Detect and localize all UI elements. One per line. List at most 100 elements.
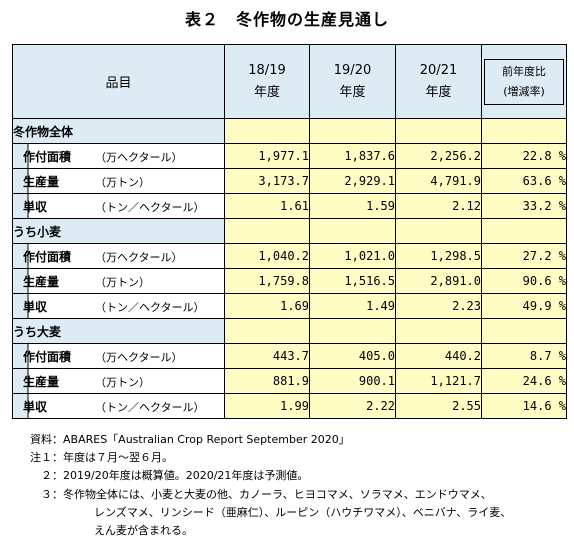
note-2: ２：2019/20年度は概算値。2020/21年度は予測値。 — [30, 469, 309, 483]
production-table: 品目 18/19 年度 19/20 年度 20/21 年度 前年度比 (増減率)… — [12, 44, 567, 419]
note-3-cont: レンズマメ、リンシード（亜麻仁）、ルーピン（ハウチワマメ）、ベニバナ、ライ麦、 — [94, 505, 512, 519]
ratio-cell: 63.6 % — [481, 168, 567, 194]
row-label: 作付面積 — [23, 349, 72, 364]
value-cell: 405.0 — [309, 343, 396, 369]
group-empty-cell — [224, 318, 310, 344]
value-cell: 2.55 — [395, 393, 482, 419]
table-row: 作付面積 （万ヘクタール） 443.7 405.0 440.2 8.7 % — [12, 343, 567, 369]
group-name: うち小麦 — [12, 218, 225, 244]
table-row: 単収 （トン／ヘクタール） 1.99 2.22 2.55 14.6 % — [12, 393, 567, 419]
group-empty-cell — [224, 218, 310, 244]
value-cell: 1,298.5 — [395, 243, 482, 269]
header-ratio-box: 前年度比 (増減率) — [484, 58, 564, 105]
group-empty-cell — [309, 318, 396, 344]
table-row: 生産量 （万トン） 881.9 900.1 1,121.7 24.6 % — [12, 368, 567, 394]
value-cell: 2.12 — [395, 193, 482, 219]
header-year-3: 20/21 年度 — [395, 44, 482, 119]
table-title: 表２ 冬作物の生産見通し — [184, 10, 389, 29]
row-label-cell: 生産量 （万トン） — [12, 268, 225, 294]
ratio-cell: 33.2 % — [481, 193, 567, 219]
row-unit: （トン／ヘクタール） — [95, 300, 205, 314]
note-3-cont-2: えん麦が含まれる。 — [94, 524, 193, 538]
value-cell: 1,516.5 — [309, 268, 396, 294]
row-label-cell: 単収 （トン／ヘクタール） — [12, 393, 225, 419]
table-row: 作付面積 （万ヘクタール） 1,977.1 1,837.6 2,256.2 22.8 % — [12, 143, 567, 169]
notes: 資料：ABARES「Australian Crop Report Septemb… — [30, 431, 511, 540]
group-empty-cell — [395, 118, 482, 144]
group-empty-cell — [481, 218, 567, 244]
row-unit: （万トン） — [95, 275, 150, 289]
value-cell: 881.9 — [224, 368, 310, 394]
header-year-1-line1: 18/19 — [248, 62, 286, 78]
value-cell: 2.22 — [309, 393, 396, 419]
row-unit: （万トン） — [95, 375, 150, 389]
group-empty-cell — [481, 318, 567, 344]
table-row: 単収 （トン／ヘクタール） 1.61 1.59 2.12 33.2 % — [12, 193, 567, 219]
row-unit: （トン／ヘクタール） — [95, 400, 205, 414]
row-label: 単収 — [23, 199, 48, 214]
value-cell: 2,891.0 — [395, 268, 482, 294]
group-name: 冬作物全体 — [12, 118, 225, 144]
value-cell: 440.2 — [395, 343, 482, 369]
value-cell: 900.1 — [309, 368, 396, 394]
table-row: 生産量 （万トン） 1,759.8 1,516.5 2,891.0 90.6 % — [12, 268, 567, 294]
header-ratio-line1: 前年度比 — [502, 64, 546, 78]
ratio-cell: 22.8 % — [481, 143, 567, 169]
value-cell: 443.7 — [224, 343, 310, 369]
header-ratio: 前年度比 (増減率) — [481, 44, 567, 119]
row-unit: （万ヘクタール） — [95, 350, 183, 364]
row-label: 作付面積 — [23, 149, 72, 164]
row-label: 単収 — [23, 399, 48, 414]
note-source: 資料：ABARES「Australian Crop Report Septemb… — [30, 433, 350, 446]
value-cell: 2,929.1 — [309, 168, 396, 194]
value-cell: 1.49 — [309, 293, 396, 319]
header-year-3-line2: 年度 — [425, 84, 452, 100]
value-cell: 4,791.9 — [395, 168, 482, 194]
row-unit: （万ヘクタール） — [95, 250, 183, 264]
ratio-cell: 49.9 % — [481, 293, 567, 319]
row-label: 作付面積 — [23, 249, 72, 264]
group-row: 冬作物全体 — [12, 118, 567, 144]
group-name: うち大麦 — [12, 318, 225, 344]
header-year-2: 19/20 年度 — [309, 44, 396, 119]
table-body: 冬作物全体 作付面積 （万ヘクタール） 1,977.1 1,837.6 2,256.2 22… — [12, 118, 567, 419]
row-unit: （トン／ヘクタール） — [95, 200, 205, 214]
group-empty-cell — [309, 218, 396, 244]
row-label-cell: 生産量 （万トン） — [12, 168, 225, 194]
table-row: 作付面積 （万ヘクタール） 1,040.2 1,021.0 1,298.5 27.2 % — [12, 243, 567, 269]
ratio-cell: 90.6 % — [481, 268, 567, 294]
header-year-2-line1: 19/20 — [333, 62, 372, 78]
ratio-cell: 27.2 % — [481, 243, 567, 269]
header-ratio-line2: (増減率) — [503, 84, 545, 98]
value-cell: 1.61 — [224, 193, 310, 219]
value-cell: 1.99 — [224, 393, 310, 419]
value-cell: 1,021.0 — [309, 243, 396, 269]
table-row: 生産量 （万トン） 3,173.7 2,929.1 4,791.9 63.6 % — [12, 168, 567, 194]
table-row: 単収 （トン／ヘクタール） 1.69 1.49 2.23 49.9 % — [12, 293, 567, 319]
group-row: うち大麦 — [12, 318, 567, 344]
value-cell: 1,759.8 — [224, 268, 310, 294]
value-cell: 1.59 — [309, 193, 396, 219]
value-cell: 3,173.7 — [224, 168, 310, 194]
row-label: 生産量 — [23, 274, 60, 289]
group-empty-cell — [395, 318, 482, 344]
header-item: 品目 — [12, 44, 225, 119]
value-cell: 1,040.2 — [224, 243, 310, 269]
value-cell: 1,837.6 — [309, 143, 396, 169]
ratio-cell: 8.7 % — [481, 343, 567, 369]
value-cell: 2,256.2 — [395, 143, 482, 169]
row-label-cell: 作付面積 （万ヘクタール） — [12, 343, 225, 369]
row-label-cell: 作付面積 （万ヘクタール） — [12, 143, 225, 169]
row-unit: （万トン） — [95, 175, 150, 189]
row-label-cell: 単収 （トン／ヘクタール） — [12, 293, 225, 319]
ratio-cell: 24.6 % — [481, 368, 567, 394]
row-label-cell: 生産量 （万トン） — [12, 368, 225, 394]
note-3: ３：冬作物全体には、小麦と大麦の他、カノーラ、ヒヨコマメ、ソラマメ、エンドウマメ… — [30, 487, 492, 501]
group-empty-cell — [309, 118, 396, 144]
group-empty-cell — [481, 118, 567, 144]
group-empty-cell — [395, 218, 482, 244]
header-year-3-line1: 20/21 — [419, 62, 458, 78]
header-year-2-line2: 年度 — [339, 84, 366, 100]
row-label-cell: 作付面積 （万ヘクタール） — [12, 243, 225, 269]
group-empty-cell — [224, 118, 310, 144]
